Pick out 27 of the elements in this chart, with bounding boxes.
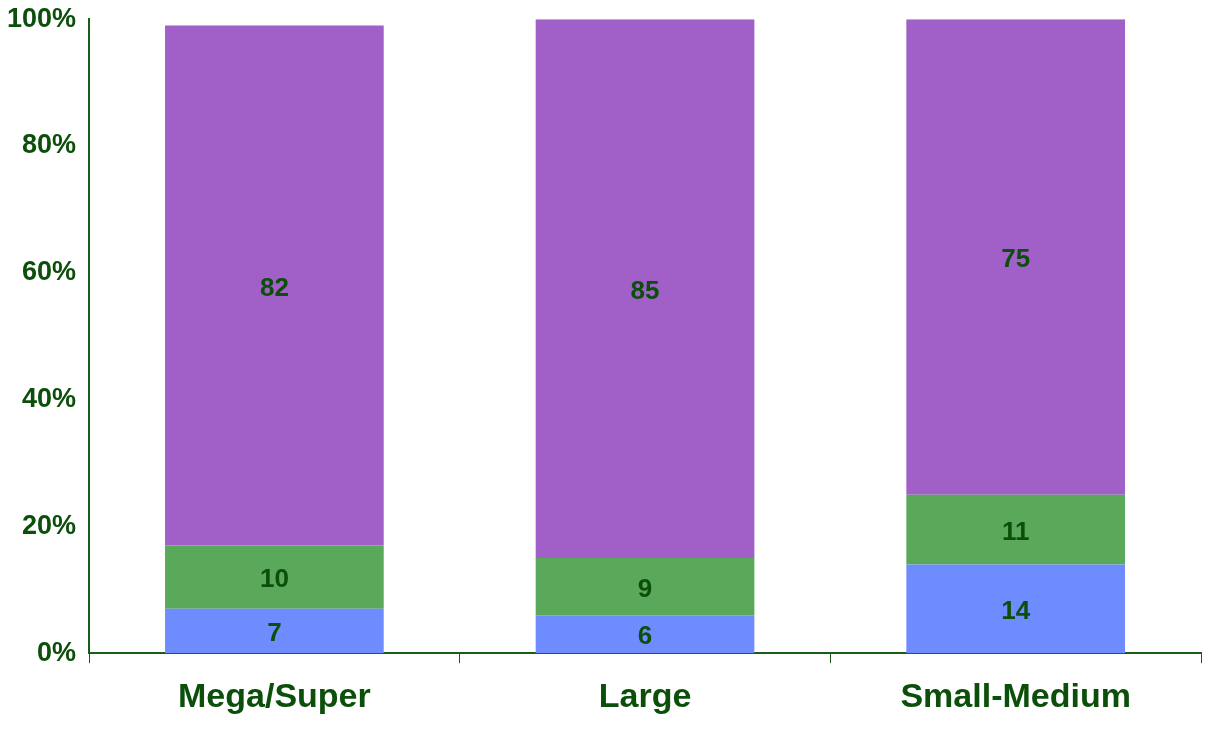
y-tick-label: 60% (22, 256, 77, 287)
data-label: 6 (637, 620, 653, 651)
bar (535, 558, 755, 616)
bar (906, 19, 1126, 495)
data-label: 85 (630, 274, 660, 305)
bar (165, 608, 384, 654)
data-label: 75 (1001, 243, 1031, 274)
data-label: 9 (637, 572, 653, 603)
y-tick-label: 0% (37, 636, 77, 667)
bar (906, 494, 1126, 565)
data-label: 11 (1001, 515, 1030, 546)
x-tick-label: Small-Medium (900, 675, 1131, 714)
bar (535, 615, 755, 654)
bar (165, 25, 384, 546)
bar (535, 19, 755, 559)
y-tick-label: 20% (22, 509, 77, 540)
data-label: 82 (259, 271, 289, 302)
y-tick-label: 80% (22, 129, 77, 160)
data-label: 7 (267, 617, 282, 648)
bar (165, 545, 384, 609)
bar (906, 564, 1126, 654)
data-label: 10 (259, 563, 289, 594)
x-tick-label: Large (598, 675, 692, 714)
y-tick-label: 40% (22, 383, 77, 414)
x-tick-label: Mega/Super (178, 675, 371, 714)
data-label: 14 (1001, 594, 1031, 625)
y-tick-label: 100% (6, 2, 77, 33)
